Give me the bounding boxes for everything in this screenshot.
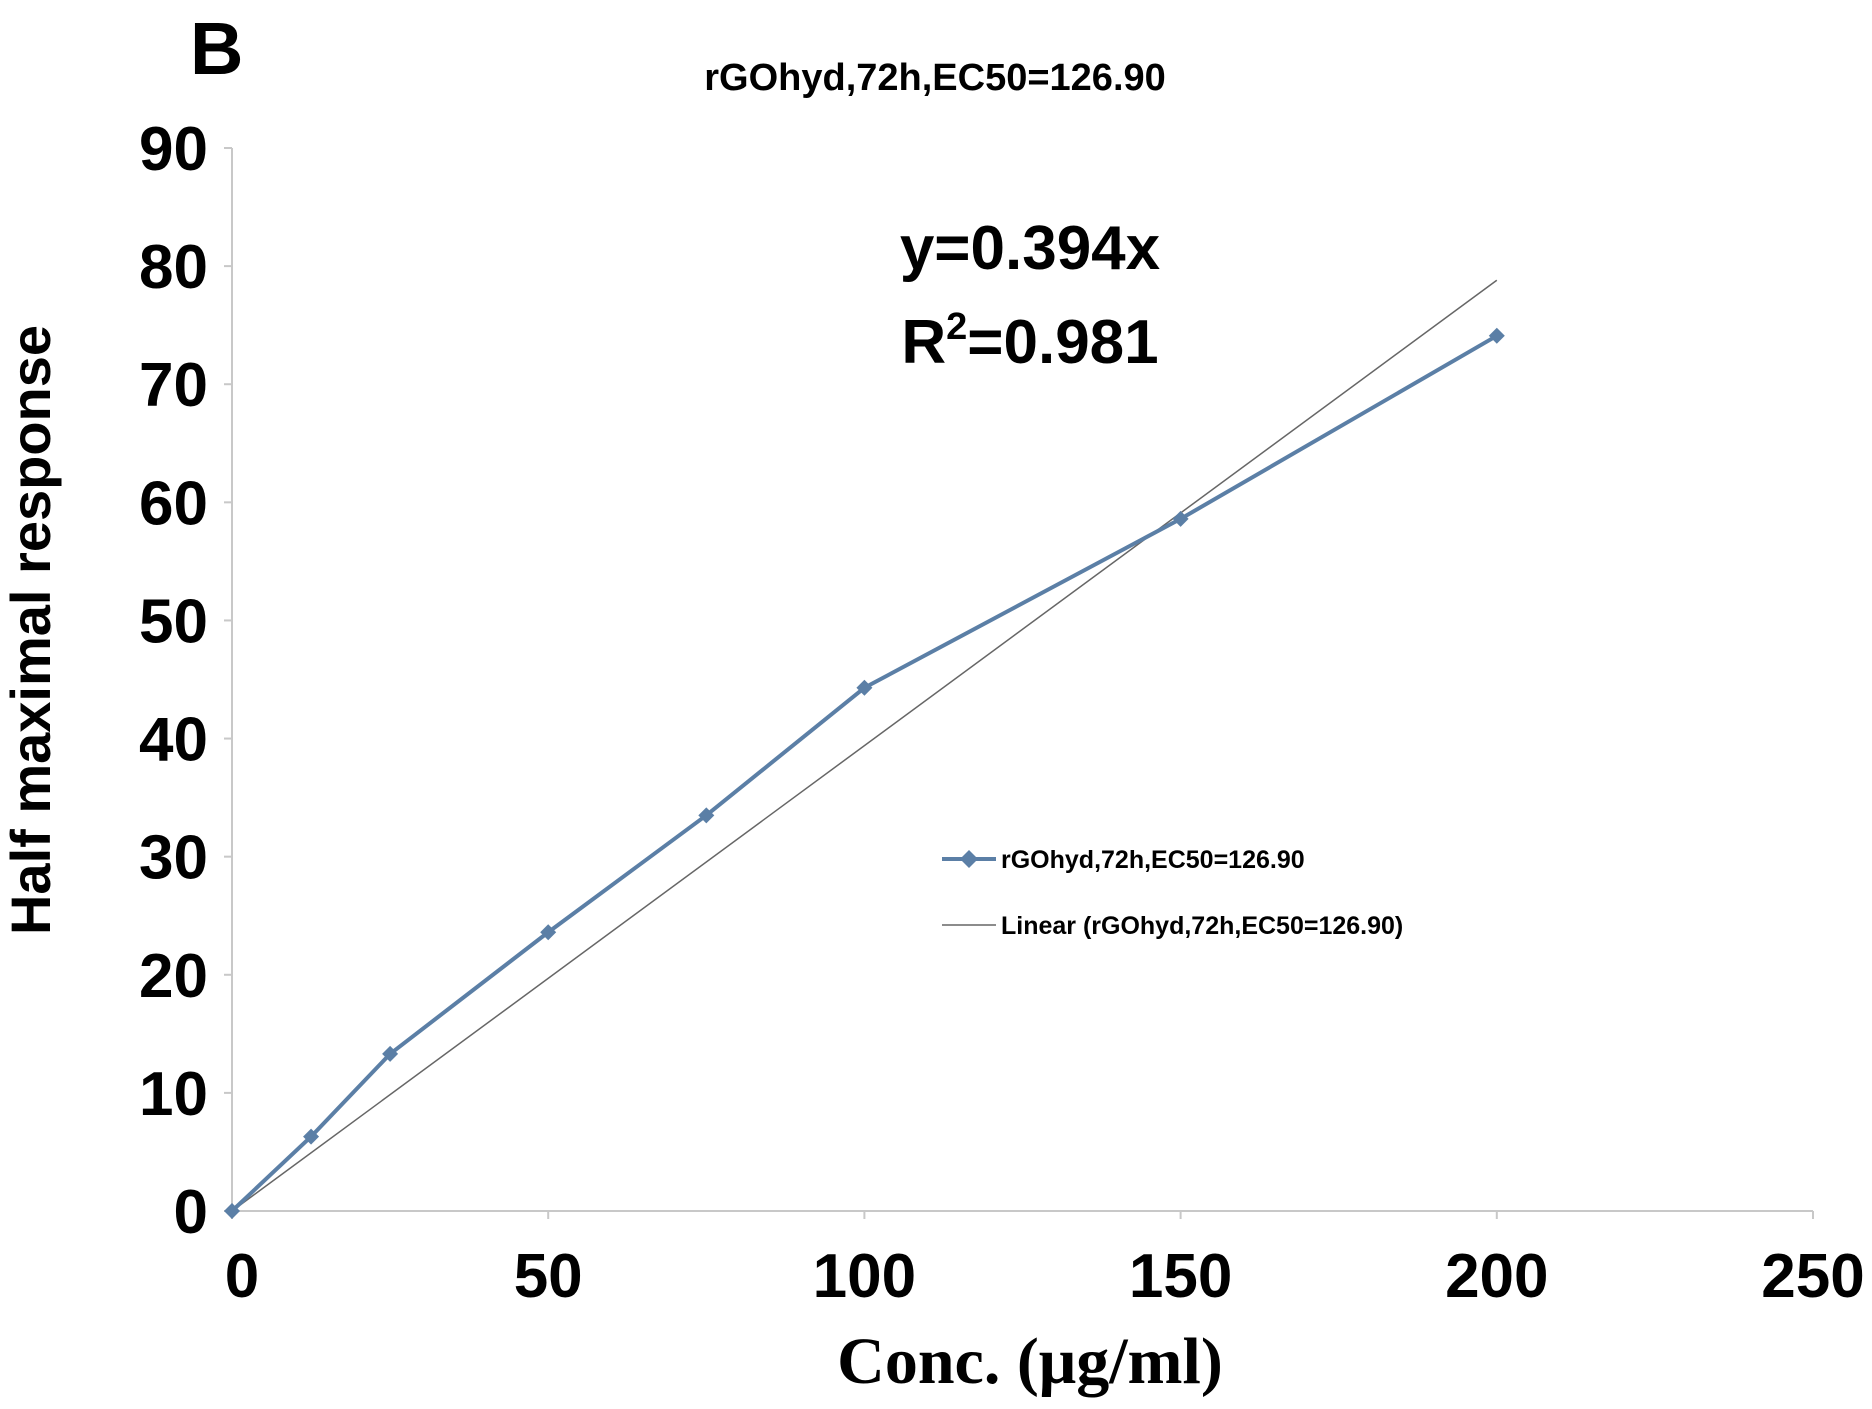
y-tick-label: 40 xyxy=(139,706,208,775)
y-tick-label: 70 xyxy=(139,351,208,420)
equation-text: y=0.394x xyxy=(900,214,1161,283)
plot-area xyxy=(224,279,1505,1219)
y-tick-label: 10 xyxy=(139,1060,208,1129)
x-axis-ticks: 0 50 100 150 200 250 xyxy=(225,1211,1865,1311)
axes xyxy=(231,148,1813,1212)
data-point xyxy=(303,1128,320,1145)
data-point xyxy=(856,679,873,696)
y-axis-title: Half maximal response xyxy=(0,325,62,935)
data-point xyxy=(224,1203,240,1219)
chart-title: rGOhyd,72h,EC50=126.90 xyxy=(704,57,1166,99)
x-tick-label: 200 xyxy=(1445,1242,1548,1311)
x-tick-label: 100 xyxy=(813,1242,916,1311)
data-point xyxy=(698,807,715,824)
data-point xyxy=(1172,510,1189,527)
r-squared-prefix: R xyxy=(901,308,946,377)
y-tick-label: 50 xyxy=(139,587,208,656)
x-axis-title: Conc. (μg/ml) xyxy=(837,1325,1223,1398)
r-squared-exponent: 2 xyxy=(946,306,967,348)
trendline-equation: y=0.394x R2=0.981 xyxy=(900,214,1161,377)
legend-trendline-label: Linear (rGOhyd,72h,EC50=126.90) xyxy=(1001,912,1403,940)
panel-label: B xyxy=(190,7,243,90)
r-squared-text: R2=0.981 xyxy=(901,306,1158,377)
linear-trendline xyxy=(231,279,1498,1212)
legend-series-marker xyxy=(960,850,978,868)
data-point xyxy=(382,1045,399,1062)
y-tick-label: 30 xyxy=(139,824,208,893)
data-point xyxy=(1488,327,1505,344)
y-tick-label: 0 xyxy=(174,1178,208,1247)
x-tick-label: 150 xyxy=(1129,1242,1232,1311)
y-tick-label: 90 xyxy=(139,115,208,184)
x-tick-label: 50 xyxy=(514,1242,583,1311)
series-line xyxy=(230,334,1498,1213)
x-tick-label: 0 xyxy=(225,1242,259,1311)
data-point xyxy=(540,924,557,941)
y-axis-ticks: 0 10 20 30 40 50 60 70 80 90 xyxy=(139,115,232,1247)
y-tick-label: 60 xyxy=(139,469,208,538)
y-tick-label: 80 xyxy=(139,233,208,302)
legend: rGOhyd,72h,EC50=126.90 Linear (rGOhyd,72… xyxy=(942,846,1403,940)
r-squared-value: =0.981 xyxy=(967,308,1158,377)
y-tick-label: 20 xyxy=(139,942,208,1011)
legend-series-label: rGOhyd,72h,EC50=126.90 xyxy=(1001,846,1305,874)
x-tick-label: 250 xyxy=(1761,1242,1864,1311)
